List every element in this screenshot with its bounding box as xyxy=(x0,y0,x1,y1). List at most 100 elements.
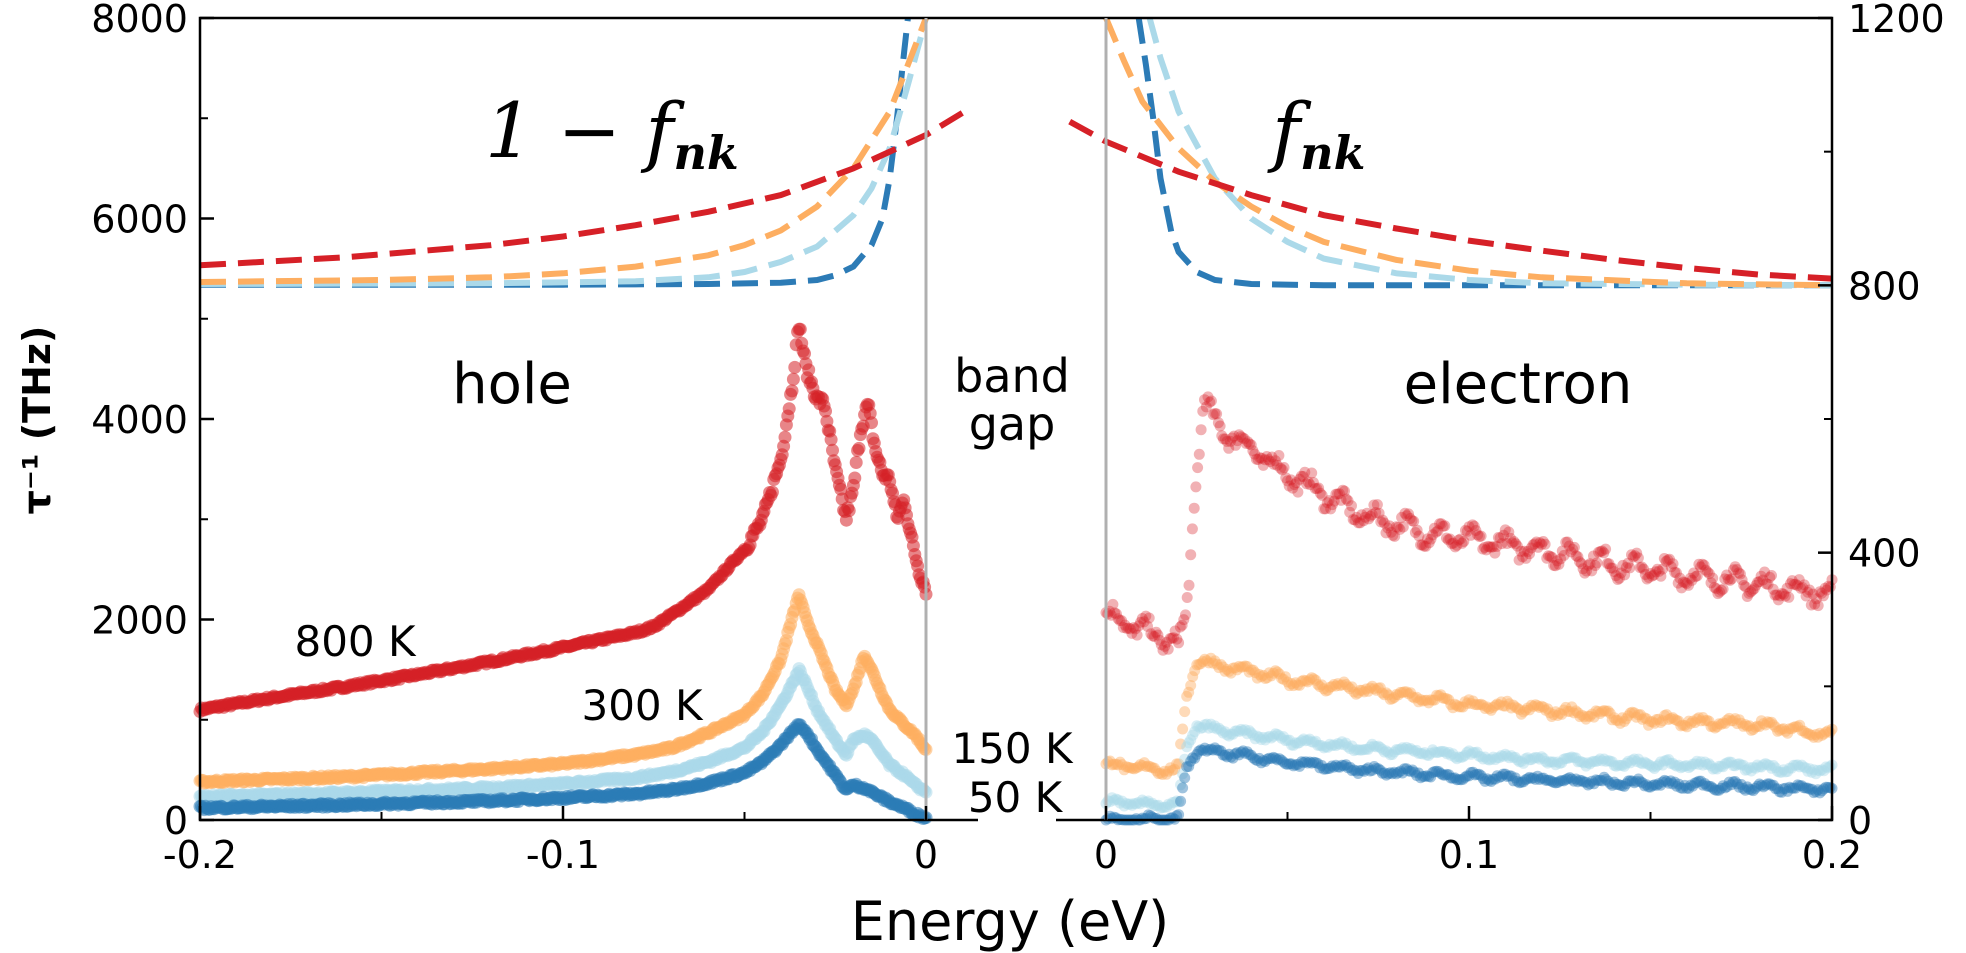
electron-point xyxy=(1639,712,1650,724)
electron-point xyxy=(1449,541,1461,553)
electron-point xyxy=(1689,758,1701,770)
electron-point xyxy=(1483,703,1495,715)
electron-point xyxy=(1691,713,1703,725)
electron-point xyxy=(1782,727,1794,739)
electron-point xyxy=(1603,558,1615,570)
electron-point xyxy=(1513,554,1525,566)
electron-point xyxy=(1697,779,1709,791)
hole-point xyxy=(849,456,863,469)
electron-point xyxy=(1580,760,1592,772)
electron-point xyxy=(1362,762,1374,774)
electron-point xyxy=(1751,759,1763,771)
electron-point xyxy=(1820,781,1832,793)
electron-point xyxy=(1657,715,1669,727)
electron-point xyxy=(1590,756,1602,767)
electron-point xyxy=(1596,545,1608,557)
electron-point xyxy=(1332,738,1344,749)
electron-point xyxy=(1733,714,1745,726)
electron-point xyxy=(1457,773,1469,785)
electron-point xyxy=(1657,776,1669,788)
electron-point xyxy=(1481,753,1493,765)
electron-point xyxy=(1497,700,1509,712)
electron-point xyxy=(1771,589,1783,601)
electron-point xyxy=(1386,768,1398,780)
electron-point xyxy=(1572,707,1584,719)
electron-point xyxy=(1693,775,1705,787)
electron-point xyxy=(1231,725,1243,737)
electron-point xyxy=(1268,458,1280,470)
electron-occupation-formula: fnk xyxy=(1267,86,1365,180)
electron-point xyxy=(1372,763,1384,775)
electron-point xyxy=(1747,761,1759,773)
electron-point xyxy=(1760,758,1771,770)
electron-point xyxy=(1507,775,1519,787)
electron-point xyxy=(1515,545,1527,557)
electron-point xyxy=(1447,748,1459,760)
electron-point xyxy=(1667,757,1679,769)
electron-point xyxy=(1235,723,1247,735)
electron-point xyxy=(1513,704,1525,716)
electron-point xyxy=(1332,678,1344,690)
electron-point xyxy=(1643,572,1655,583)
electron-point xyxy=(1760,779,1771,791)
electron-point xyxy=(1739,719,1751,731)
electron-point xyxy=(1753,761,1765,773)
electron-point xyxy=(1538,772,1550,784)
electron-point xyxy=(1804,729,1816,741)
electron-point xyxy=(1169,796,1181,808)
electron-point xyxy=(1459,749,1471,761)
electron-point xyxy=(1536,751,1548,763)
electron-point xyxy=(1189,665,1201,677)
electron-point xyxy=(1241,661,1253,672)
electron-point xyxy=(1602,705,1614,717)
electron-point xyxy=(1695,756,1707,768)
electron-point xyxy=(1712,588,1724,600)
electron-point xyxy=(1294,473,1306,485)
electron-point xyxy=(1529,538,1541,550)
electron-point xyxy=(1347,514,1359,525)
electron-point xyxy=(1405,765,1416,777)
electron-point xyxy=(1385,526,1397,538)
electron-point xyxy=(1785,578,1796,590)
electron-point xyxy=(1552,710,1564,721)
electron-point xyxy=(1108,758,1120,770)
electron-point xyxy=(1435,745,1447,757)
electron-point xyxy=(1558,753,1570,765)
electron-point xyxy=(1741,591,1753,602)
electron-point xyxy=(1685,717,1697,729)
electron-point xyxy=(1207,722,1219,734)
electron-point xyxy=(1122,761,1134,773)
electron-point xyxy=(1235,746,1247,758)
electron-point xyxy=(1748,583,1760,595)
electron-point xyxy=(1764,760,1775,771)
electron-point xyxy=(1546,711,1558,722)
electron-point xyxy=(1683,579,1694,591)
electron-point xyxy=(1574,711,1586,723)
electron-point xyxy=(1407,764,1418,776)
electron-point xyxy=(1779,590,1791,602)
electron-point xyxy=(1453,534,1465,546)
electron-point xyxy=(1477,773,1489,785)
electron-point xyxy=(1769,589,1781,601)
electron-point xyxy=(1546,756,1558,768)
electron-point xyxy=(1214,420,1226,432)
electron-point xyxy=(1310,674,1322,686)
electron-point xyxy=(1421,694,1433,706)
electron-point xyxy=(1770,762,1781,774)
electron-point xyxy=(1138,757,1150,769)
electron-point xyxy=(1463,745,1475,757)
hole-point xyxy=(782,402,796,416)
electron-point xyxy=(1211,744,1223,756)
electron-point xyxy=(1362,685,1374,697)
electron-point xyxy=(1721,757,1733,769)
electron-point xyxy=(1766,762,1777,774)
electron-point xyxy=(1772,725,1784,737)
electron-point xyxy=(1409,766,1420,778)
electron-point xyxy=(1338,739,1350,751)
electron-point xyxy=(1798,579,1810,591)
electron-point xyxy=(1249,667,1261,679)
electron-point xyxy=(1215,659,1227,671)
electron-point xyxy=(1527,539,1539,551)
electron-point xyxy=(1470,525,1482,536)
electron-point xyxy=(1311,483,1323,495)
